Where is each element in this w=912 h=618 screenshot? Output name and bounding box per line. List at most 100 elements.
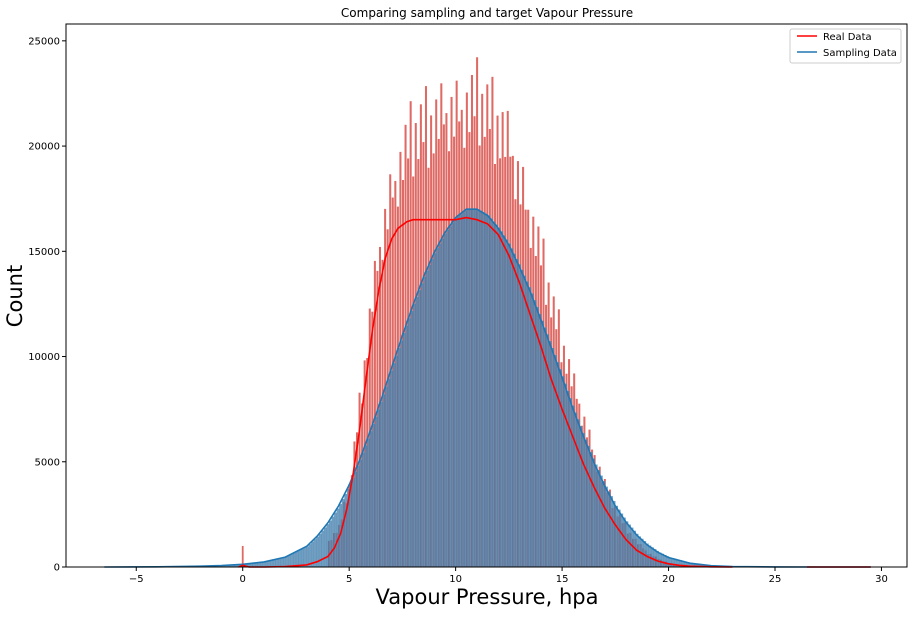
sampling-data-bar [482, 212, 485, 567]
sampling-data-bar [608, 492, 611, 567]
sampling-data-bar [459, 215, 462, 567]
sampling-data-bar [426, 271, 429, 567]
sampling-data-bar [436, 248, 439, 567]
sampling-data-bar [342, 499, 345, 567]
sampling-data-bar [472, 209, 475, 567]
sampling-data-bar [373, 424, 376, 567]
sampling-data-bar [380, 402, 383, 567]
sampling-data-bar [419, 290, 422, 567]
sampling-data-bar [378, 409, 381, 567]
sampling-data-bar [628, 525, 631, 567]
sampling-data-bar [401, 341, 404, 567]
sampling-data-bar [357, 466, 360, 567]
sampling-data-bar [355, 472, 358, 567]
sampling-data-bar [508, 244, 511, 567]
sampling-data-bar [539, 314, 542, 567]
sampling-data-bar [505, 240, 508, 567]
sampling-data-bar [296, 552, 299, 567]
sampling-data-bar [536, 307, 539, 567]
sampling-data-bar [350, 484, 353, 567]
x-tick-label: 10 [449, 574, 462, 585]
sampling-data-bar [490, 219, 493, 567]
sampling-data-bar [324, 528, 327, 567]
sampling-data-bar [375, 417, 378, 567]
legend: Real Data Sampling Data [790, 29, 901, 63]
sampling-data-bar [488, 216, 491, 567]
sampling-data-bar [651, 548, 654, 567]
sampling-data-bar [500, 232, 503, 567]
sampling-data-bar [567, 391, 570, 567]
sampling-data-bar [615, 506, 618, 567]
sampling-data-bar [367, 438, 370, 567]
sampling-data-bar [431, 259, 434, 567]
sampling-data-bar [447, 230, 450, 567]
sampling-data-bar [580, 426, 583, 567]
sampling-data-bar [485, 214, 488, 567]
sampling-data-bar [442, 239, 445, 567]
sampling-data-bar [605, 487, 608, 567]
sampling-data-bar [659, 553, 662, 567]
sampling-data-bar [585, 440, 588, 567]
sampling-data-bar [385, 387, 388, 567]
sampling-data-bar [564, 384, 567, 567]
sampling-data-bar [334, 513, 337, 567]
sampling-data-bar [475, 209, 478, 567]
sampling-data-bar [406, 326, 409, 567]
sampling-data-bar [370, 431, 373, 567]
sampling-data-bar [408, 318, 411, 567]
sampling-data-bar [388, 379, 391, 567]
sampling-data-bar [597, 470, 600, 567]
sampling-data-bar [327, 524, 330, 567]
sampling-data-bar [411, 311, 414, 567]
sampling-data-bar [623, 518, 626, 567]
x-tick-label: 20 [662, 574, 675, 585]
sampling-data-bar [610, 496, 613, 567]
sampling-data-bar [574, 413, 577, 567]
x-tick-label: 25 [769, 574, 782, 585]
legend-sampling-data-label: Sampling Data [823, 48, 897, 59]
sampling-data-bar [493, 222, 496, 567]
sampling-data-bar [270, 560, 273, 567]
sampling-data-bar [526, 282, 529, 567]
sampling-data-bar [523, 276, 526, 567]
sampling-data-bar [457, 217, 460, 567]
sampling-data-bar [454, 219, 457, 567]
chart-title: Comparing sampling and target Vapour Pre… [341, 6, 633, 20]
sampling-data-bar [618, 510, 621, 567]
sampling-data-bar [562, 376, 565, 567]
sampling-data-bar [465, 211, 468, 567]
sampling-data-bar [283, 558, 286, 567]
sampling-data-bar [620, 514, 623, 567]
sampling-data-bar [531, 294, 534, 567]
sampling-data-bar [281, 558, 284, 567]
y-axis-label: Count [3, 265, 27, 327]
sampling-data-bar [360, 460, 363, 567]
sampling-data-bar [321, 531, 324, 567]
sampling-data-bar [291, 554, 294, 567]
sampling-data-bar [352, 478, 355, 567]
sampling-data-bar [654, 549, 657, 567]
x-tick-label: −5 [129, 574, 144, 585]
y-tick-label: 5000 [35, 457, 60, 468]
sampling-data-bar [344, 494, 347, 567]
sampling-data-bar [329, 521, 332, 567]
sampling-data-bar [403, 333, 406, 567]
legend-real-data-label: Real Data [823, 32, 872, 43]
sampling-data-bar [421, 283, 424, 567]
sampling-data-bar [398, 348, 401, 567]
sampling-data-bar [569, 398, 572, 567]
sampling-data-bar [595, 465, 598, 567]
y-tick-label: 15000 [28, 247, 60, 258]
sampling-data-bar [439, 244, 442, 567]
sampling-data-bar [390, 371, 393, 567]
sampling-data-bar [288, 556, 291, 567]
sampling-data-bar [393, 363, 396, 567]
y-tick-label: 0 [54, 563, 60, 574]
sampling-data-bar [528, 287, 531, 567]
sampling-data-bar [626, 522, 629, 567]
sampling-data-bar [424, 277, 427, 567]
sampling-data-bar [516, 259, 519, 567]
sampling-data-bar [276, 559, 279, 567]
